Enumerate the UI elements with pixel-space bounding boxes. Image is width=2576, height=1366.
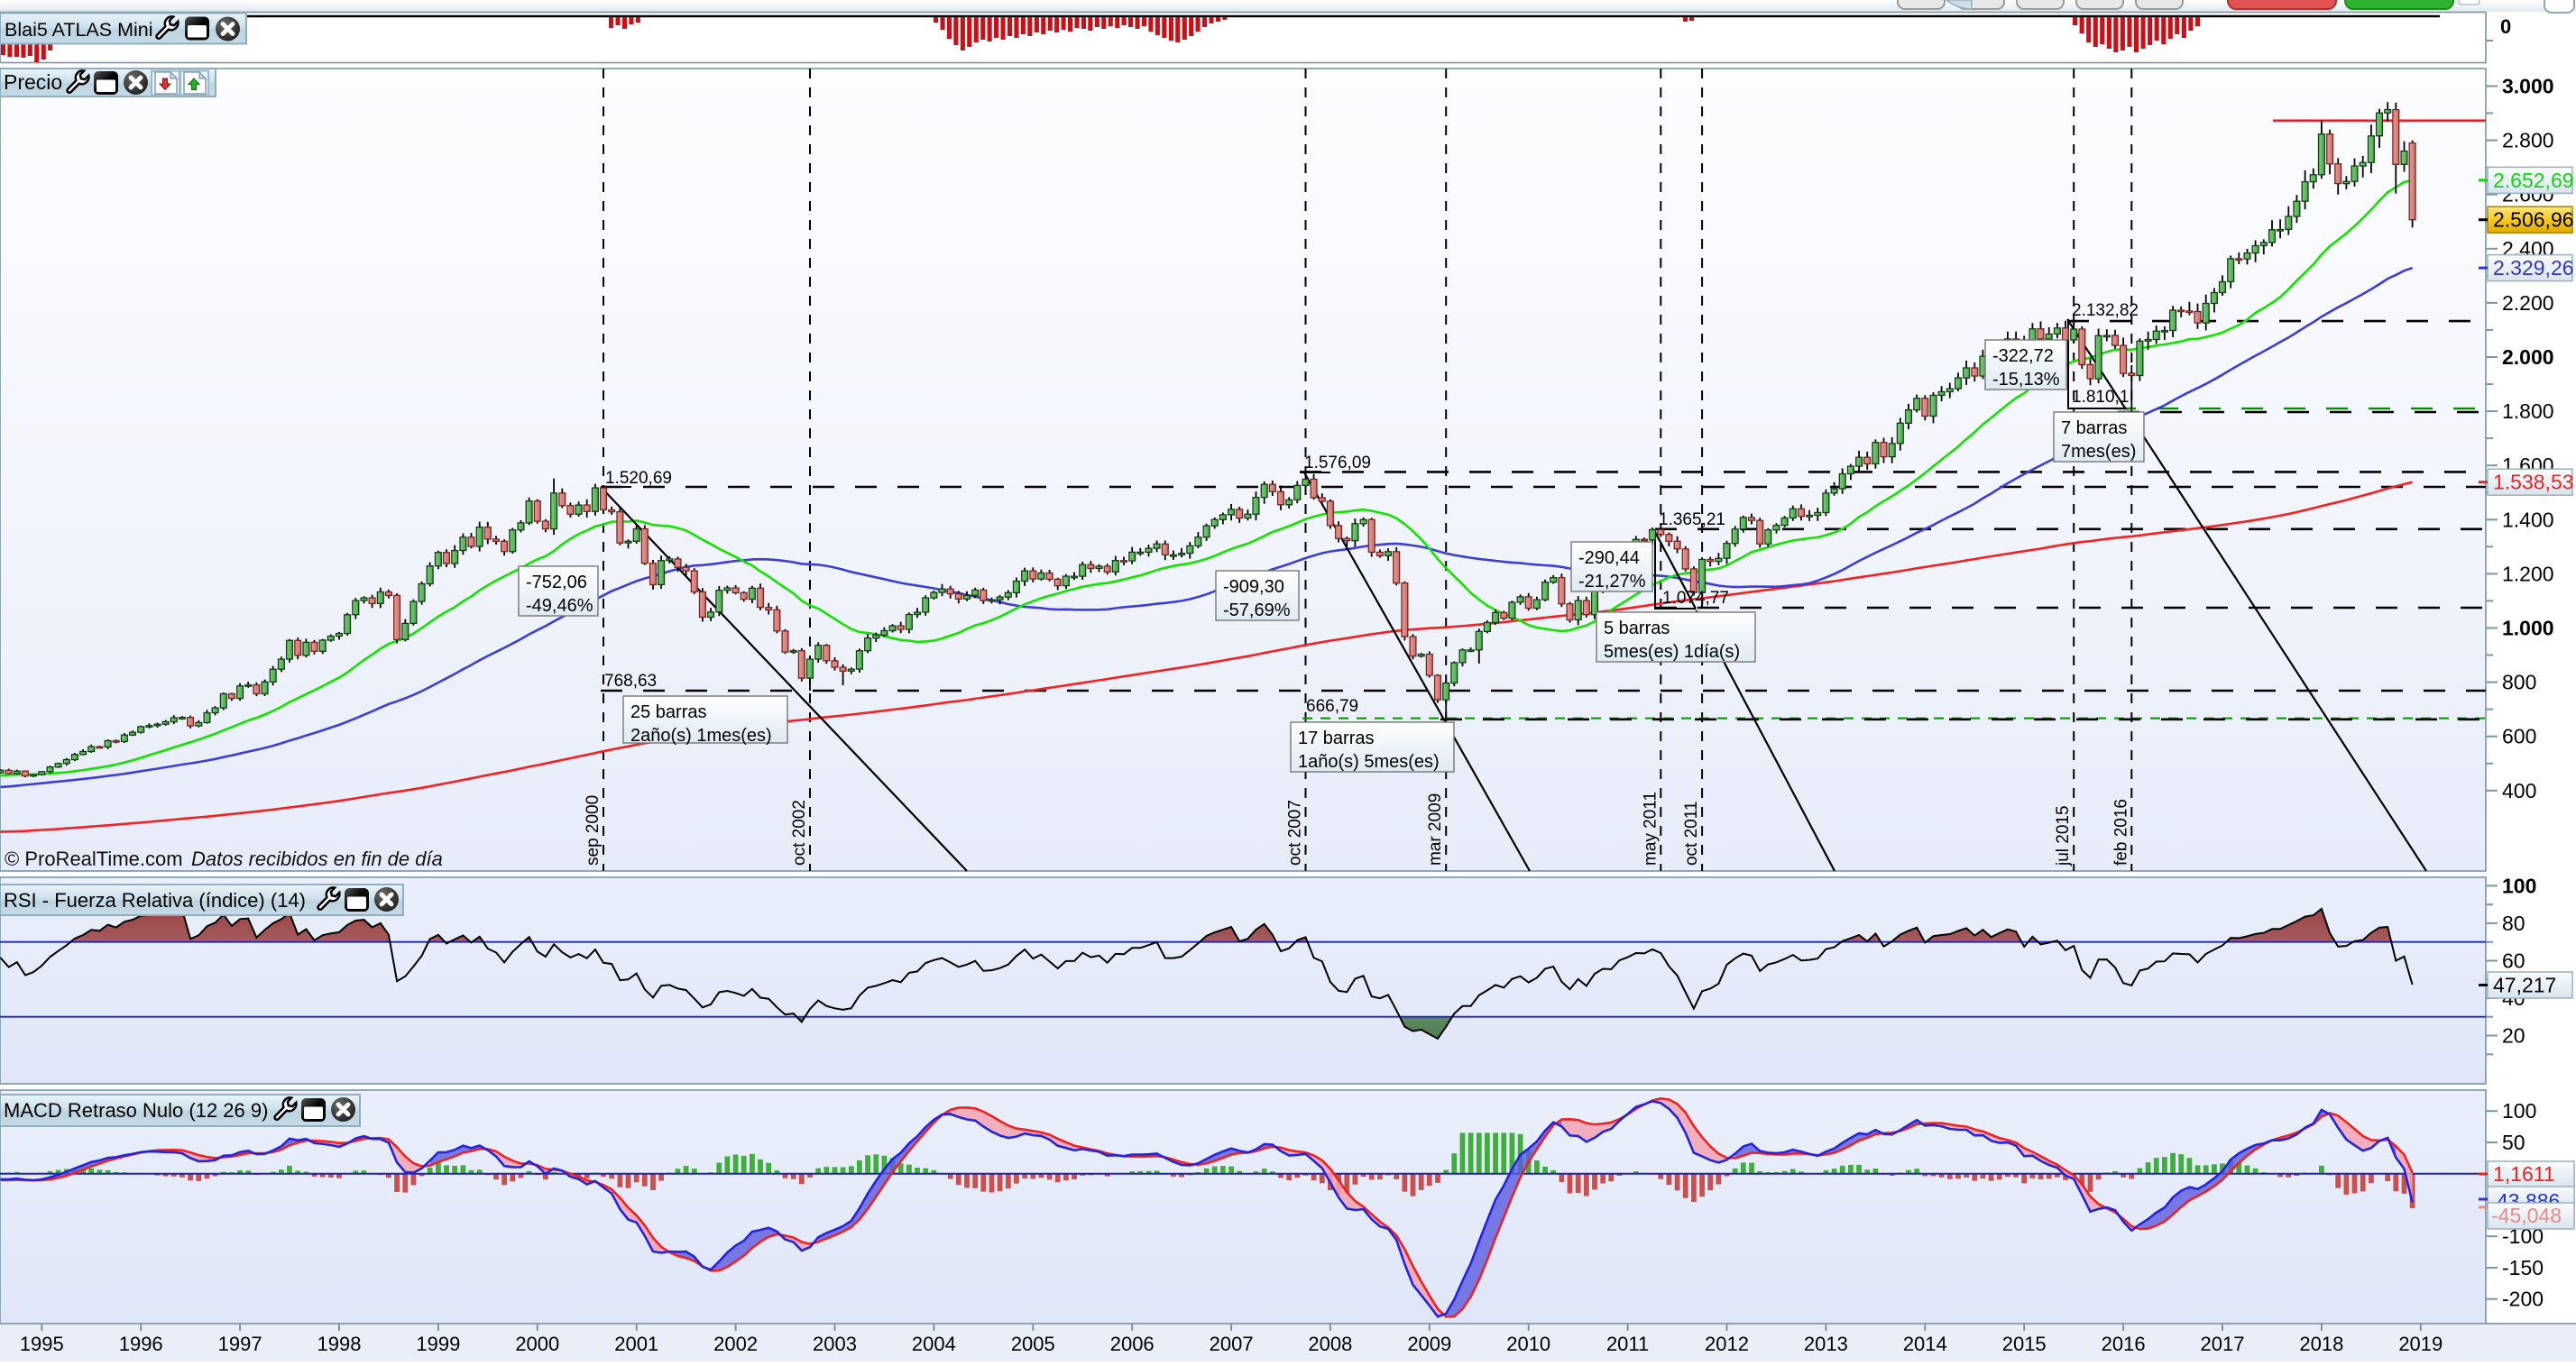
svg-text:2.506,96: 2.506,96: [2493, 208, 2574, 232]
svg-text:-200: -200: [2502, 1288, 2544, 1311]
svg-text:oct 2002: oct 2002: [790, 800, 809, 866]
svg-text:2008: 2008: [1308, 1333, 1352, 1355]
svg-text:2005: 2005: [1011, 1333, 1055, 1355]
svg-text:sep 2000: sep 2000: [584, 795, 603, 866]
svg-text:25 barras: 25 barras: [630, 702, 707, 722]
svg-text:2015: 2015: [2002, 1333, 2047, 1355]
svg-text:jul 2015: jul 2015: [2054, 805, 2073, 866]
svg-text:-49,46%: -49,46%: [526, 596, 593, 616]
svg-text:2.200: 2.200: [2502, 291, 2554, 315]
svg-text:2007: 2007: [1210, 1333, 1254, 1355]
svg-text:feb 2016: feb 2016: [2111, 799, 2130, 866]
svg-text:1año(s) 5mes(es): 1año(s) 5mes(es): [1298, 752, 1440, 772]
svg-text:-752,06: -752,06: [526, 573, 587, 592]
svg-text:0: 0: [2500, 15, 2511, 38]
svg-text:3.000: 3.000: [2502, 75, 2554, 98]
svg-text:Blai5 ATLAS Mini: Blai5 ATLAS Mini: [5, 19, 153, 41]
svg-text:17 barras: 17 barras: [1298, 729, 1375, 748]
svg-text:80: 80: [2502, 912, 2525, 935]
svg-text:1.520,69: 1.520,69: [605, 469, 672, 488]
svg-text:5 barras: 5 barras: [1604, 619, 1670, 638]
svg-text:2006: 2006: [1110, 1333, 1155, 1355]
svg-text:1.400: 1.400: [2502, 508, 2554, 531]
svg-text:-15,13%: -15,13%: [1992, 370, 2060, 390]
svg-text:mar 2009: mar 2009: [1426, 793, 1445, 866]
svg-text:1.200: 1.200: [2502, 562, 2554, 585]
svg-text:-21,27%: -21,27%: [1578, 572, 1646, 591]
svg-text:2.329,26: 2.329,26: [2493, 256, 2574, 280]
svg-text:2010: 2010: [1506, 1333, 1550, 1355]
svg-text:2004: 2004: [912, 1333, 956, 1355]
svg-text:2.132,82: 2.132,82: [2072, 301, 2139, 320]
svg-text:5mes(es) 1día(s): 5mes(es) 1día(s): [1604, 642, 1740, 662]
svg-text:100: 100: [2502, 874, 2536, 897]
svg-text:Precio: Precio: [4, 70, 62, 94]
svg-text:MACD Retraso Nulo (12 26 9): MACD Retraso Nulo (12 26 9): [4, 1099, 268, 1122]
svg-text:1996: 1996: [119, 1333, 163, 1355]
svg-text:-290,44: -290,44: [1578, 548, 1640, 568]
svg-text:2.652,69: 2.652,69: [2493, 169, 2574, 192]
svg-text:47,217: 47,217: [2493, 974, 2556, 997]
svg-text:50: 50: [2502, 1131, 2525, 1154]
svg-text:2012: 2012: [1705, 1333, 1749, 1355]
svg-text:1.800: 1.800: [2502, 399, 2554, 423]
svg-text:1995: 1995: [20, 1333, 64, 1355]
svg-text:2017: 2017: [2201, 1333, 2245, 1355]
svg-text:1.810,1: 1.810,1: [2072, 388, 2129, 407]
svg-text:1.365,21: 1.365,21: [1659, 510, 1725, 529]
svg-text:-150: -150: [2502, 1256, 2544, 1279]
svg-text:-909,30: -909,30: [1223, 577, 1284, 597]
svg-text:© ProRealTime.com: © ProRealTime.com: [5, 848, 183, 870]
svg-text:2013: 2013: [1804, 1333, 1848, 1355]
svg-text:1.074,77: 1.074,77: [1662, 589, 1729, 608]
svg-text:2001: 2001: [614, 1333, 658, 1355]
svg-text:1.576,09: 1.576,09: [1304, 454, 1371, 472]
svg-text:800: 800: [2502, 671, 2536, 694]
svg-text:2año(s) 1mes(es): 2año(s) 1mes(es): [630, 726, 772, 746]
svg-text:7mes(es): 7mes(es): [2061, 442, 2136, 462]
svg-text:1999: 1999: [416, 1333, 460, 1355]
svg-text:-57,69%: -57,69%: [1223, 600, 1291, 620]
svg-text:400: 400: [2502, 779, 2536, 802]
svg-text:2009: 2009: [1407, 1333, 1451, 1355]
svg-text:2018: 2018: [2299, 1333, 2343, 1355]
svg-text:oct 2007: oct 2007: [1286, 800, 1305, 866]
svg-text:2016: 2016: [2102, 1333, 2146, 1355]
svg-text:Datos recibidos en fin de día: Datos recibidos en fin de día: [191, 848, 443, 870]
svg-text:2019: 2019: [2398, 1333, 2443, 1355]
svg-text:may 2011: may 2011: [1641, 792, 1660, 866]
svg-text:oct 2011: oct 2011: [1682, 802, 1701, 866]
svg-text:7 barras: 7 barras: [2061, 418, 2127, 438]
svg-text:RSI - Fuerza Relativa (índice): RSI - Fuerza Relativa (índice) (14): [4, 889, 306, 912]
svg-text:2000: 2000: [515, 1333, 559, 1355]
svg-text:2003: 2003: [813, 1333, 857, 1355]
svg-text:2002: 2002: [713, 1333, 758, 1355]
svg-text:-45,048: -45,048: [2491, 1204, 2562, 1227]
svg-text:2011: 2011: [1606, 1333, 1649, 1355]
svg-text:2.000: 2.000: [2502, 345, 2554, 369]
svg-text:2.800: 2.800: [2502, 129, 2554, 152]
svg-text:768,63: 768,63: [604, 672, 657, 691]
svg-text:2014: 2014: [1903, 1333, 1947, 1355]
svg-text:1997: 1997: [218, 1333, 262, 1355]
svg-text:1998: 1998: [317, 1333, 362, 1355]
svg-text:1,1611: 1,1611: [2493, 1162, 2555, 1186]
svg-text:-322,72: -322,72: [1992, 346, 2054, 366]
svg-text:666,79: 666,79: [1306, 697, 1358, 716]
svg-text:20: 20: [2502, 1024, 2525, 1048]
svg-text:1.538,53: 1.538,53: [2493, 471, 2574, 494]
svg-text:600: 600: [2502, 725, 2536, 748]
svg-text:60: 60: [2502, 949, 2525, 973]
svg-text:100: 100: [2502, 1099, 2536, 1123]
svg-text:1.000: 1.000: [2502, 617, 2554, 640]
